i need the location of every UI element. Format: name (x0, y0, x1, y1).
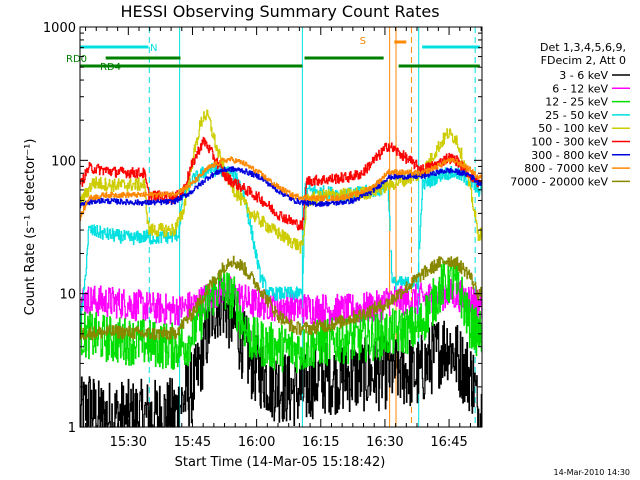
flag-label-rd0: RD0 (66, 54, 87, 65)
legend-label: 3 - 6 keV (559, 69, 608, 82)
axes: 1 10 100 1000 15:30 15:45 16:00 16:15 16:30 16:45 (43, 21, 483, 450)
y-tick-label: 1 (68, 421, 76, 436)
y-tick-label: 10 (59, 288, 76, 303)
legend-label: 100 - 300 keV (531, 136, 608, 149)
x-tick-label: 15:45 (174, 435, 211, 450)
series-layer (79, 109, 483, 428)
flag-label-rd4: RD4 (100, 62, 121, 73)
legend-label: 800 - 7000 keV (524, 162, 608, 175)
y-axis-label: Count Rate (s⁻¹ detector⁻¹) (23, 139, 38, 316)
plot-frame (79, 26, 483, 428)
legend-label: 6 - 12 keV (552, 82, 608, 95)
legend-label: 300 - 800 keV (531, 149, 608, 162)
x-tick-label: 16:00 (238, 435, 275, 450)
series-line (79, 271, 483, 428)
legend-info-line: Det 1,3,4,5,6,9, (540, 41, 626, 54)
series-line (79, 258, 483, 374)
x-axis-label: Start Time (14-Mar-05 15:18:42) (175, 455, 386, 470)
flag-label-n: N (150, 43, 157, 54)
series-line (79, 156, 483, 222)
legend-label: 12 - 25 keV (545, 96, 608, 109)
chart-title: HESSI Observing Summary Count Rates (120, 2, 439, 21)
legend-label: 25 - 50 keV (545, 109, 608, 122)
y-tick-label: 100 (51, 154, 76, 169)
x-tick-label: 16:30 (366, 435, 403, 450)
y-tick-label: 1000 (43, 21, 76, 36)
x-tick-label: 16:15 (302, 435, 339, 450)
legend-label: 50 - 100 keV (538, 122, 608, 135)
legend-label: 7000 - 20000 keV (510, 175, 608, 188)
legend-info-line: FDecim 2, Att 0 (541, 54, 626, 67)
flag-label-s: S (360, 36, 366, 47)
x-tick-label: 15:30 (110, 435, 147, 450)
legend: Det 1,3,4,5,6,9,FDecim 2, Att 0 3 - 6 keV… (510, 41, 630, 188)
footer-date: 14-Mar-2010 14:30 (554, 468, 631, 477)
x-tick-label: 16:45 (430, 435, 467, 450)
series-line (79, 255, 483, 341)
